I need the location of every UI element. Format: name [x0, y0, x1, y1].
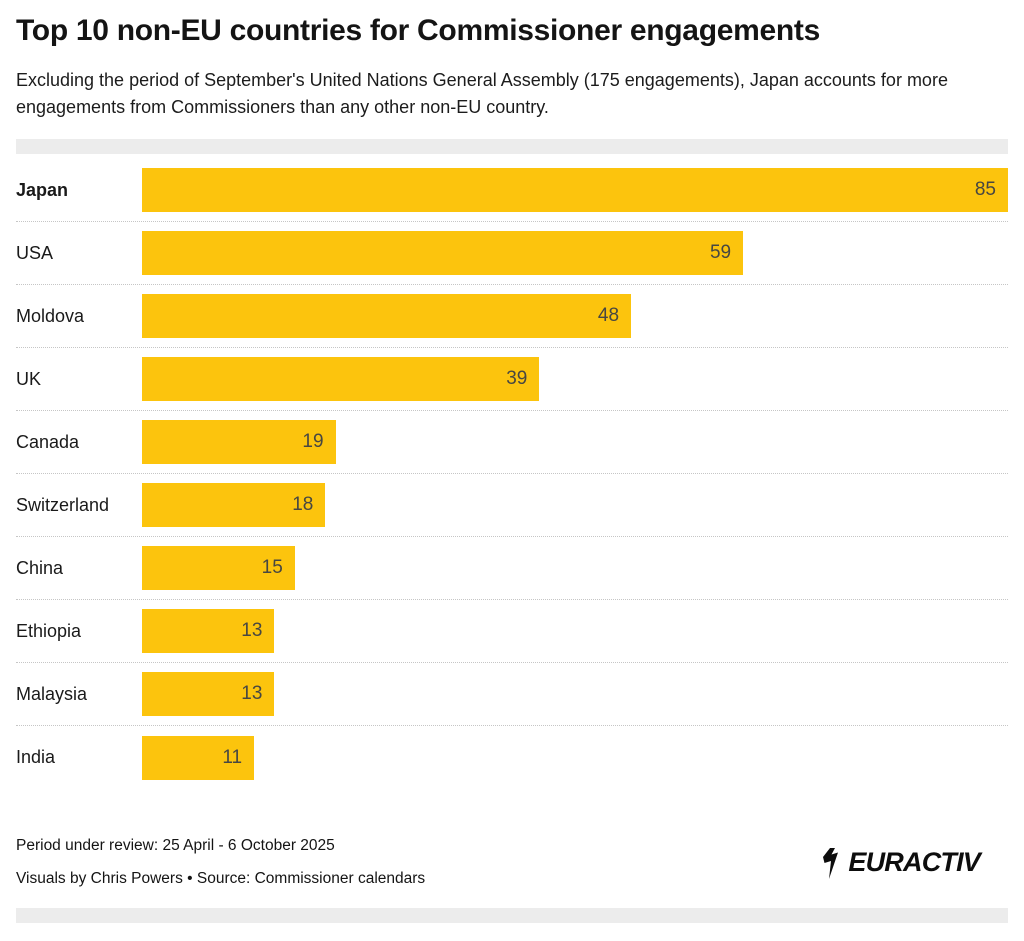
bar: 48: [142, 294, 632, 338]
euractiv-logo: EURACTIV: [821, 846, 981, 880]
country-label: India: [16, 747, 56, 767]
country-label: Ethiopia: [16, 620, 82, 641]
bar: 15: [142, 546, 295, 590]
bar-row: Moldova 48: [16, 285, 1008, 348]
footer: Period under review: 25 April - 6 Octobe…: [16, 837, 1008, 888]
visuals-source-credit: Visuals by Chris Powers • Source: Commis…: [16, 870, 426, 887]
bar: 85: [142, 168, 1008, 212]
bar-chart: Japan 85 USA 59 Moldova 48 UK 39: [16, 159, 1008, 789]
value-label: 48: [597, 305, 620, 326]
bar-track: 18: [142, 483, 1008, 527]
bar: 39: [142, 357, 540, 401]
bar-row: UK 39: [16, 348, 1008, 411]
country-label: Switzerland: [16, 494, 110, 515]
bar: 13: [142, 609, 275, 653]
bar-track: 48: [142, 294, 1008, 338]
bar: 13: [142, 672, 275, 716]
bar-row: Ethiopia 13: [16, 600, 1008, 663]
chart-title: Top 10 non-EU countries for Commissioner…: [16, 14, 820, 47]
bar-row: USA 59: [16, 222, 1008, 285]
country-label: Moldova: [16, 305, 85, 326]
period-under-review: Period under review: 25 April - 6 Octobe…: [16, 837, 335, 854]
country-label: UK: [16, 368, 42, 389]
bottom-divider-strip: [16, 908, 1008, 923]
value-label: 15: [261, 557, 283, 578]
euractiv-logo-text: EURACTIV: [848, 847, 980, 877]
value-label: 85: [974, 179, 996, 200]
bar-track: 13: [142, 672, 1008, 716]
bar-row: Malaysia 13: [16, 663, 1008, 726]
top-divider-strip: [16, 139, 1008, 154]
bar: 18: [142, 483, 326, 527]
country-label: China: [16, 557, 64, 578]
bar-track: 11: [142, 735, 1008, 780]
bar-track: 85: [142, 168, 1008, 212]
bar-row: India 11: [16, 726, 1008, 789]
euractiv-bolt-icon: [823, 847, 839, 879]
bar-track: 15: [142, 546, 1008, 590]
value-label: 13: [241, 620, 263, 641]
country-label: Japan: [16, 179, 69, 200]
bar-track: 13: [142, 609, 1008, 653]
bar: 11: [142, 735, 255, 780]
country-label: USA: [16, 242, 54, 263]
value-label: 59: [709, 242, 732, 263]
value-label: 19: [302, 431, 324, 452]
bar-row: Switzerland 18: [16, 474, 1008, 537]
bar-row: China 15: [16, 537, 1008, 600]
bar-track: 39: [142, 357, 1008, 401]
value-label: 13: [241, 683, 263, 704]
bar-track: 59: [142, 231, 1008, 275]
bar-row: Canada 19: [16, 411, 1008, 474]
value-label: 11: [222, 746, 243, 768]
country-label: Malaysia: [16, 683, 88, 704]
bar: 59: [142, 231, 744, 275]
footer-credits: Period under review: 25 April - 6 Octobe…: [16, 837, 425, 888]
bar-track: 19: [142, 420, 1008, 464]
value-label: 18: [292, 494, 314, 515]
value-label: 39: [506, 368, 528, 389]
chart-subtitle: Excluding the period of September's Unit…: [16, 70, 948, 117]
country-label: Canada: [16, 431, 80, 452]
bar-row: Japan 85: [16, 159, 1008, 222]
bar: 19: [142, 420, 336, 464]
